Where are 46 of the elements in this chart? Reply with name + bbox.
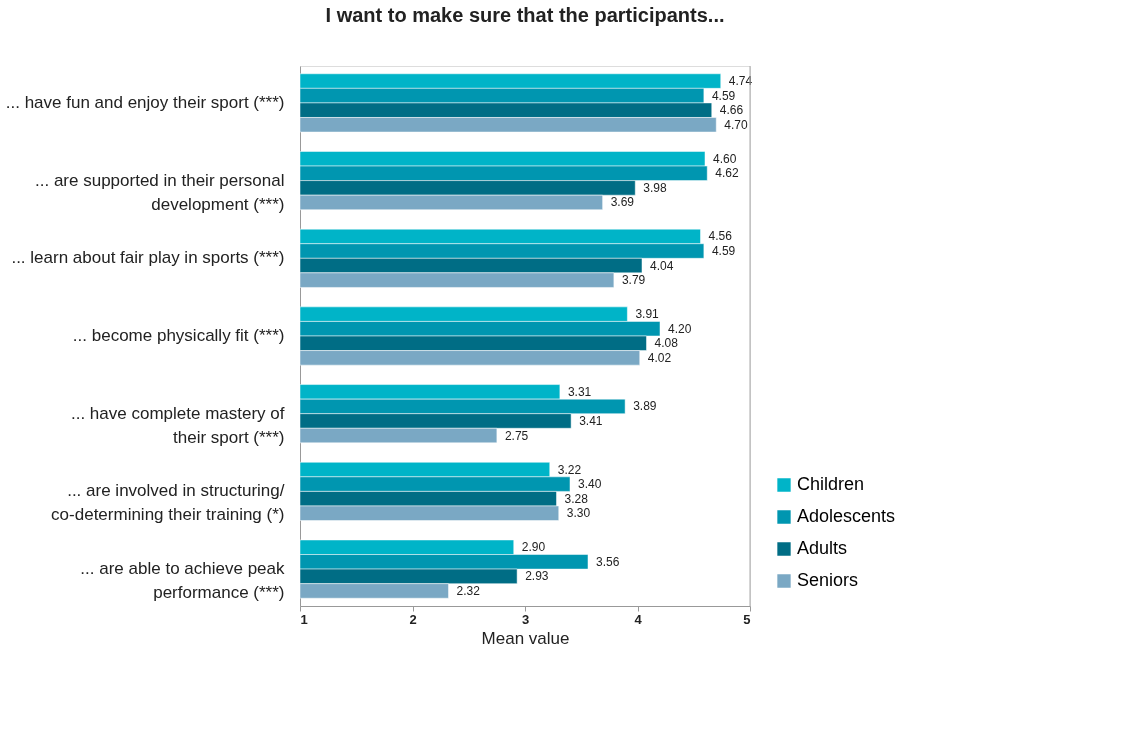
- data-label: 3.91: [635, 307, 660, 322]
- y-tick-label: ... become physically fit (***): [72, 326, 285, 345]
- data-label: 2.75: [504, 428, 529, 443]
- y-tick-label: ... have fun and enjoy their sport (***): [5, 92, 285, 112]
- data-label: 4.59: [711, 88, 736, 103]
- data-label: 3.41: [579, 413, 603, 428]
- x-tick-label: 2: [409, 611, 417, 627]
- y-tick-label: ... have complete mastery of their sport (***): [70, 403, 285, 447]
- data-label: 3.69: [610, 195, 635, 210]
- x-axis-title: Mean value: [481, 628, 570, 648]
- y-tick-label: ... are supported in their personal development (***): [35, 170, 285, 214]
- data-label: 3.89: [633, 399, 657, 414]
- legend-label: Adolescents: [797, 506, 896, 526]
- y-tick-label: ... learn about fair play in sports (***): [11, 248, 285, 268]
- data-label: 3.30: [566, 506, 591, 521]
- data-label: 2.93: [525, 569, 549, 584]
- legend-label: Adults: [797, 538, 848, 558]
- data-label: 4.56: [708, 229, 733, 244]
- data-label: 4.62: [715, 166, 739, 181]
- data-label: 4.08: [654, 336, 679, 351]
- data-label: 3.40: [578, 477, 602, 492]
- data-label: 4.20: [668, 321, 692, 336]
- data-label: 3.28: [564, 491, 589, 506]
- data-label: 4.70: [724, 117, 748, 132]
- x-tick-label: 5: [743, 611, 751, 627]
- data-label: 4.74: [728, 74, 753, 89]
- legend-label: Seniors: [797, 570, 859, 590]
- data-label: 2.32: [456, 583, 481, 598]
- y-tick-label: ... are able to achieve peak performance (***): [80, 559, 285, 603]
- x-tick-label: 1: [300, 611, 308, 627]
- data-label: 4.66: [719, 103, 744, 118]
- data-label: 3.56: [596, 554, 620, 569]
- data-label: 2.90: [521, 540, 546, 555]
- legend-label: Children: [797, 474, 865, 494]
- data-label: 4.60: [713, 151, 737, 166]
- data-label: 3.31: [567, 384, 592, 399]
- data-label: 4.02: [647, 350, 672, 365]
- x-tick-label: 3: [521, 611, 530, 627]
- chart-title: I want to make sure that the participants...: [325, 3, 725, 26]
- data-label: 4.59: [711, 244, 736, 259]
- x-tick-label: 4: [634, 611, 643, 627]
- data-label: 3.22: [557, 462, 582, 477]
- data-label: 3.98: [643, 180, 667, 195]
- data-label: 4.04: [650, 258, 674, 273]
- data-label: 3.79: [621, 273, 646, 288]
- y-tick-label: ... are involved in structuring/ co-determining their training (*): [51, 481, 285, 525]
